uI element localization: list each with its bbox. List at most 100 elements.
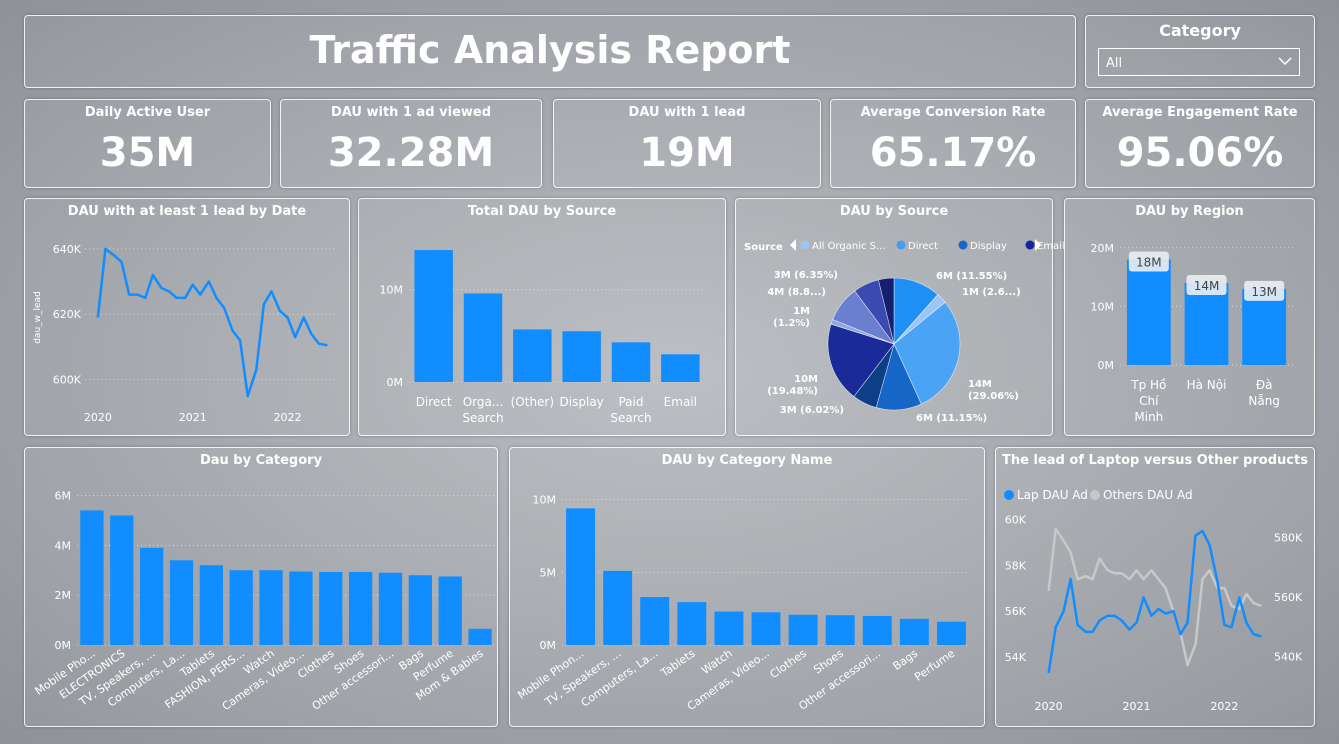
kpi-card-dau: Daily Active User 35M <box>24 99 271 188</box>
pie-data-label-line: 1M <box>793 306 810 317</box>
dau-by-source-pie-plot: Source All Organic S... Direct Display Email… <box>744 239 1065 424</box>
bar <box>259 570 283 645</box>
bar <box>751 612 781 645</box>
legend-label: Email <box>1037 241 1065 252</box>
pie-slice <box>893 301 961 405</box>
pie-data-label: 1M (1.2%) <box>773 306 810 329</box>
kpi-title: Average Conversion Rate <box>860 105 1046 120</box>
y-tick-label: 0M <box>387 376 404 389</box>
x-tick-label: Email <box>664 395 697 409</box>
y-tick-label: 20M <box>1091 242 1115 255</box>
x-tick-label: Display <box>560 395 604 409</box>
kpi-value: 65.17% <box>869 130 1037 176</box>
y-tick-label-right: 540K <box>1274 650 1303 663</box>
slicer-selected-value: All <box>1106 56 1123 71</box>
x-tick-label: 2020 <box>84 411 112 424</box>
bar <box>562 331 601 382</box>
bar <box>169 560 194 645</box>
y-tick-label-right: 580K <box>1274 532 1303 545</box>
legend-marker <box>800 240 810 250</box>
chart-laptop-vs-others: The lead of Laptop versus Other products… <box>995 447 1315 727</box>
pie-data-label: 6M (11.55%) <box>936 271 1007 282</box>
pie-data-label: 3M (6.35%) <box>774 270 838 281</box>
bar <box>289 571 313 645</box>
x-tick-label-line: Search <box>610 411 651 425</box>
pie-data-label: 4M (8.8...) <box>767 287 826 298</box>
pie-data-label-line: (29.06%) <box>968 391 1019 402</box>
bar <box>80 510 104 645</box>
x-tick-label: Perfume <box>912 647 957 684</box>
x-tick-label-line: Email <box>664 395 697 409</box>
x-tick-label-line: Orga... <box>463 395 504 409</box>
pie-data-label-line: 14M <box>968 379 992 390</box>
pie-data-label: 6M (11.15%) <box>916 413 987 424</box>
chart-dau-by-category: Dau by Category 0M 2M 4M 6M Mobile Pho... ELE… <box>24 447 498 727</box>
y-tick-label: 620K <box>53 308 82 321</box>
x-tick-label-line: Chí <box>1139 394 1159 408</box>
x-tick-label: 2022 <box>274 411 302 424</box>
data-label-bg <box>1128 251 1169 272</box>
x-tick-label: Tp Hồ Chí Minh <box>1130 378 1166 424</box>
legend-label: Display <box>970 241 1007 252</box>
kpi-card-engagement-rate: Average Engagement Rate 95.06% <box>1085 99 1315 188</box>
laptop-vs-others-plot: Lap DAU Ad Others DAU Ad 54K 56K 58K 60K 540K 5… <box>1004 488 1303 713</box>
legend-title: Source <box>744 242 783 253</box>
category-slicer[interactable]: Category All <box>1085 15 1315 88</box>
bar <box>862 615 892 645</box>
category-dropdown[interactable]: All <box>1098 48 1300 76</box>
x-tick-label-line: Display <box>560 395 604 409</box>
kpi-value: 35M <box>99 130 196 176</box>
legend-marker <box>958 240 968 250</box>
legend-marker <box>1025 240 1035 250</box>
legend-next-icon <box>1035 239 1041 251</box>
kpi-card-dau-ad-viewed: DAU with 1 ad viewed 32.28M <box>280 99 542 188</box>
data-label: 18M <box>1136 256 1162 270</box>
pie-data-label-line: (19.48%) <box>767 386 818 397</box>
x-tick-label-line: Paid <box>618 395 643 409</box>
chevron-down-icon[interactable] <box>1277 53 1293 73</box>
legend-prev-icon <box>790 239 796 251</box>
x-tick-label: 2020 <box>1035 700 1063 713</box>
bar <box>1242 288 1287 365</box>
chart-title: The lead of Laptop versus Other products <box>1002 453 1308 468</box>
pie-slice <box>827 323 895 397</box>
kpi-title: DAU with 1 ad viewed <box>330 105 492 120</box>
x-tick-label: 2021 <box>179 411 207 424</box>
pie-data-label: 1M (2.6...) <box>962 287 1021 298</box>
legend-label: All Organic S... <box>812 241 886 252</box>
chart-dau-by-source-pie: DAU by Source Source All Organic S... Dire… <box>735 198 1065 436</box>
bar <box>468 628 492 645</box>
bar <box>408 575 433 645</box>
bar <box>661 354 700 382</box>
legend-marker <box>1090 490 1100 500</box>
y-tick-label-right: 560K <box>1274 591 1303 604</box>
y-tick-label: 10M <box>380 284 404 297</box>
x-tick-label: Direct <box>416 395 452 409</box>
x-tick-label: Bags <box>890 647 920 673</box>
y-tick-label: 2M <box>55 589 72 602</box>
x-tick-label-line: Minh <box>1134 410 1163 424</box>
chart-title: DAU by Category Name <box>661 453 833 468</box>
bar <box>714 611 744 645</box>
legend-marker <box>896 240 906 250</box>
bar <box>788 614 818 645</box>
bar <box>513 329 552 382</box>
bar <box>110 515 134 645</box>
y-tick-label: 6M <box>55 489 72 502</box>
pie-data-label-line: (1.2%) <box>773 318 810 329</box>
bar <box>603 570 633 645</box>
bar <box>677 602 707 645</box>
x-tick-label: 2022 <box>1210 700 1238 713</box>
bar <box>463 293 503 382</box>
bar <box>899 618 929 645</box>
x-tick-label: (Other) <box>511 395 554 409</box>
y-tick-label: 4M <box>55 539 72 552</box>
pie-data-label: 10M (19.48%) <box>767 374 818 397</box>
y-tick-label: 0M <box>55 639 72 652</box>
bar <box>825 615 855 645</box>
bar <box>1126 259 1171 365</box>
y-tick-label-left: 56K <box>1005 605 1027 618</box>
chart-lead-by-date: DAU with at least 1 lead by Date 600K 620… <box>24 198 350 436</box>
data-label-bg <box>1186 274 1227 295</box>
y-tick-label: 640K <box>53 243 82 256</box>
